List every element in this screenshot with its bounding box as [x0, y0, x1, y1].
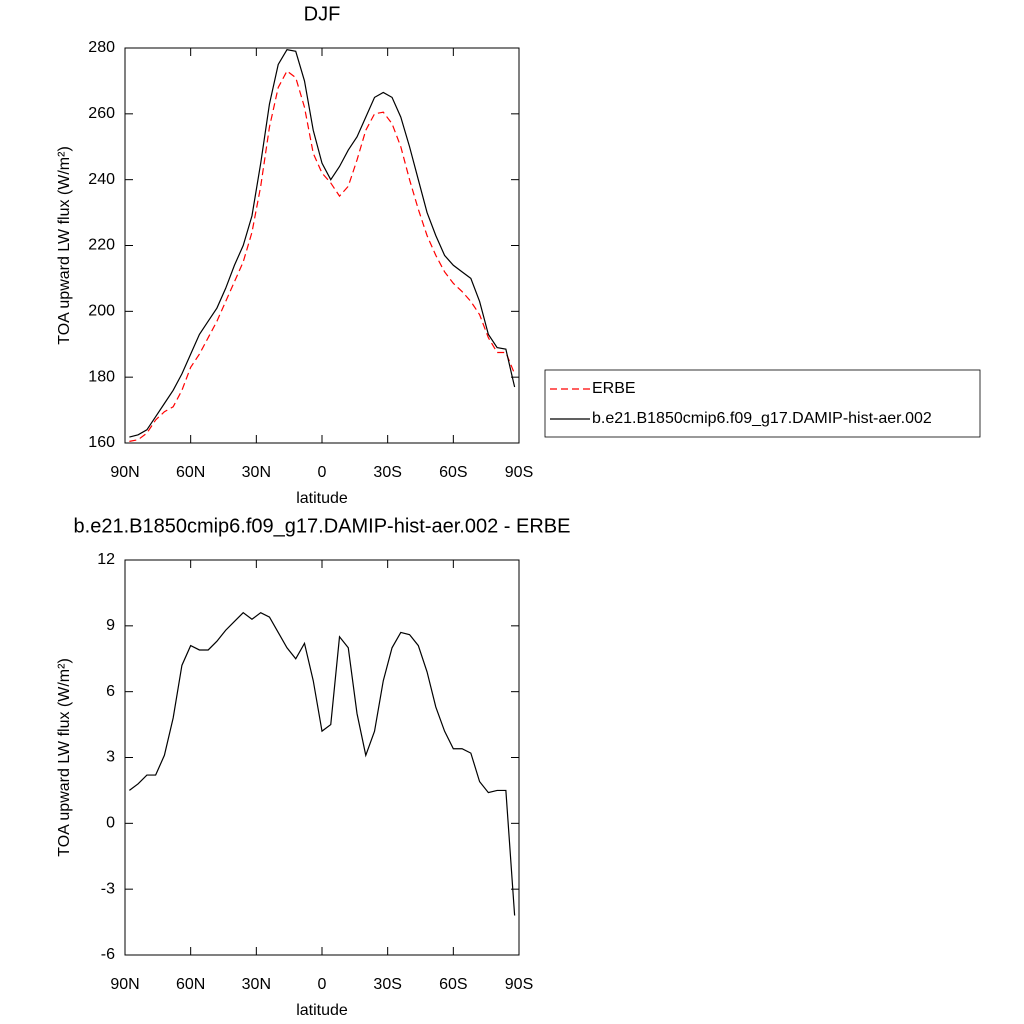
x-tick-label: 60S	[439, 976, 467, 993]
x-axis-label: latitude	[296, 490, 348, 507]
legend-label: ERBE	[592, 380, 636, 397]
x-tick-label: 90S	[505, 976, 533, 993]
legend-label: b.e21.B1850cmip6.f09_g17.DAMIP-hist-aer.…	[592, 410, 932, 427]
y-tick-label: 9	[106, 617, 115, 634]
y-tick-label: 240	[88, 171, 115, 188]
y-tick-label: 6	[106, 683, 115, 700]
y-tick-label: 220	[88, 237, 115, 254]
x-tick-label: 60N	[176, 976, 205, 993]
plot-frame	[124, 559, 520, 956]
x-tick-label: 60N	[176, 464, 205, 481]
x-tick-label: 0	[318, 464, 327, 481]
x-tick-label: 90S	[505, 464, 533, 481]
x-tick-label: 90N	[110, 464, 139, 481]
x-tick-label: 30S	[373, 976, 401, 993]
x-tick-label: 0	[318, 976, 327, 993]
y-tick-label: 0	[106, 815, 115, 832]
x-tick-label: 90N	[110, 976, 139, 993]
y-axis-label: TOA upward LW flux (W/m²)	[56, 658, 73, 857]
y-tick-label: 3	[106, 749, 115, 766]
x-tick-label: 60S	[439, 464, 467, 481]
y-tick-label: 280	[88, 39, 115, 56]
y-tick-label: 12	[97, 551, 115, 568]
y-tick-label: -6	[101, 946, 115, 963]
y-tick-label: 200	[88, 303, 115, 320]
chart-title: DJF	[304, 3, 341, 25]
y-tick-label: 160	[88, 434, 115, 451]
data-line	[129, 70, 516, 442]
x-tick-label: 30N	[242, 464, 271, 481]
y-tick-label: 260	[88, 105, 115, 122]
data-line	[129, 611, 516, 916]
x-tick-label: 30S	[373, 464, 401, 481]
y-tick-label: -3	[101, 880, 115, 897]
data-line	[129, 48, 516, 438]
legend-box	[544, 369, 981, 438]
y-axis-label: TOA upward LW flux (W/m²)	[56, 146, 73, 345]
y-tick-label: 180	[88, 368, 115, 385]
chart-title: b.e21.B1850cmip6.f09_g17.DAMIP-hist-aer.…	[74, 515, 571, 537]
x-axis-label: latitude	[296, 1002, 348, 1019]
x-tick-label: 30N	[242, 976, 271, 993]
